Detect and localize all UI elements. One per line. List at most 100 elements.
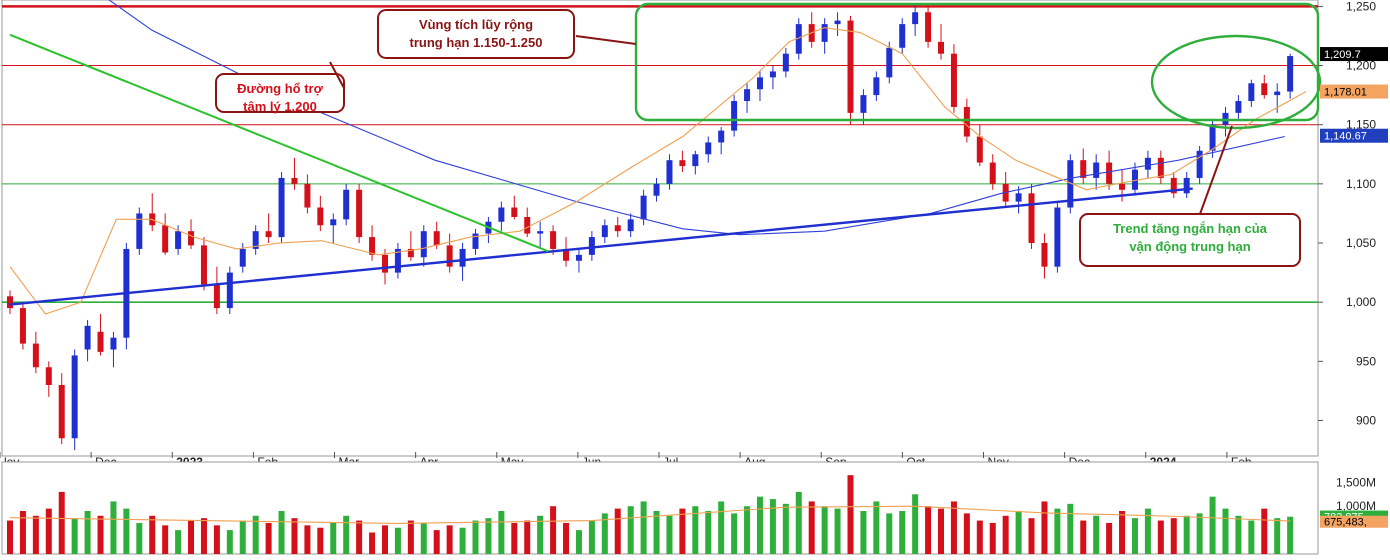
- price-tick-label: 1,250: [1346, 0, 1376, 13]
- volume-bar: [614, 508, 621, 554]
- candle-body: [588, 237, 595, 255]
- volume-bar: [200, 518, 207, 554]
- candle-body: [330, 219, 337, 226]
- annotation-box-0: [377, 9, 575, 59]
- candle-body: [873, 77, 880, 96]
- volume-tick-label: 1,000M: [1336, 499, 1376, 513]
- candle-body: [731, 101, 738, 131]
- volume-bar: [459, 527, 466, 554]
- volume-bar: [381, 525, 388, 554]
- volume-bar: [45, 508, 52, 554]
- volume-bar: [679, 508, 686, 554]
- annotation-text: tâm lý 1.200: [243, 99, 317, 114]
- annotation-pointer-1: [329, 61, 345, 89]
- volume-bar: [84, 511, 91, 554]
- volume-bar: [756, 496, 763, 554]
- candle-body: [394, 248, 401, 273]
- candle-body: [1067, 160, 1074, 208]
- volume-bar: [782, 503, 789, 554]
- volume-bar: [71, 518, 78, 554]
- value-tag-2: [1320, 128, 1388, 143]
- candle-body: [1248, 83, 1255, 102]
- candle-body: [989, 162, 996, 184]
- candle-body: [640, 195, 647, 220]
- volume-bar: [1119, 511, 1126, 554]
- volume-bar: [407, 520, 414, 554]
- volume-bar: [19, 511, 26, 554]
- candle-body: [1054, 207, 1061, 267]
- candle-body: [71, 355, 78, 439]
- annotation-pointer-2: [1199, 125, 1233, 215]
- volume-bar: [550, 506, 557, 554]
- volume-bar: [627, 506, 634, 554]
- candle-body: [769, 71, 776, 78]
- candle-body: [821, 24, 828, 42]
- volume-bar: [511, 522, 518, 554]
- value-tag-0: [1320, 47, 1388, 62]
- volume-bar: [291, 518, 298, 554]
- price-tick-label: 1,050: [1346, 236, 1376, 250]
- candle-body: [317, 207, 324, 226]
- candle-body: [1015, 193, 1022, 202]
- candle-body: [886, 47, 893, 78]
- volume-bar: [32, 515, 39, 554]
- candle-body: [575, 254, 582, 261]
- volume-bar: [821, 506, 828, 554]
- volume-bar: [446, 525, 453, 554]
- downtrend-trendline: [9, 33, 549, 253]
- volume-bar: [188, 520, 195, 554]
- ma-short-line: [9, 27, 1307, 315]
- candle-body: [744, 89, 751, 102]
- candle-body: [692, 154, 699, 167]
- annotation-text: Đường hổ trợ: [237, 81, 323, 96]
- annotation-text: trung hạn 1.150-1.250: [410, 35, 543, 50]
- candle-body: [84, 325, 91, 350]
- volume-bar: [213, 525, 220, 554]
- candle-body: [45, 367, 52, 386]
- candle-body: [1261, 83, 1268, 96]
- candle-body: [1235, 101, 1242, 113]
- candle-body: [1093, 162, 1100, 178]
- volume-bar: [537, 515, 544, 554]
- value-tag-label: 1,209.7: [1324, 49, 1361, 61]
- volume-bar: [718, 501, 725, 554]
- candle-body: [1183, 177, 1190, 194]
- volume-bar: [989, 522, 996, 554]
- volume-bar: [278, 511, 285, 554]
- candle-body: [524, 216, 531, 234]
- volume-bar: [1002, 515, 1009, 554]
- breakout-circle: [1150, 34, 1322, 130]
- candle-body: [420, 231, 427, 258]
- price-tick-label: 1,150: [1346, 118, 1376, 132]
- candle-body: [925, 12, 932, 42]
- candle-body: [976, 136, 983, 163]
- value-tag-label: 1,178.01: [1324, 87, 1367, 99]
- volume-bar: [394, 527, 401, 554]
- annotation-pointer-0: [575, 35, 637, 45]
- candle-body: [1131, 169, 1138, 190]
- candle-body: [782, 53, 789, 72]
- volume-bar: [58, 491, 65, 554]
- candle-body: [459, 248, 466, 267]
- volume-bar: [7, 520, 13, 554]
- price-tick-label: 950: [1356, 354, 1376, 368]
- candle-body: [1170, 177, 1177, 194]
- volume-bar: [588, 520, 595, 554]
- candle-body: [795, 24, 802, 54]
- candle-body: [162, 225, 169, 253]
- price-tick-label: 1,000: [1346, 295, 1376, 309]
- volume-bar: [886, 513, 893, 554]
- volume-bar: [1067, 503, 1074, 554]
- volume-bar: [136, 522, 143, 554]
- volume-bar: [1235, 515, 1242, 554]
- volume-bar: [1093, 515, 1100, 554]
- volume-bar: [705, 511, 712, 554]
- volume-bar: [1080, 520, 1087, 554]
- volume-bar: [110, 501, 117, 554]
- candle-body: [1119, 183, 1126, 190]
- long-support-trendline: [9, 187, 1193, 306]
- price-tick-label: 900: [1356, 414, 1376, 428]
- candle-body: [601, 225, 608, 238]
- candle-body: [666, 160, 673, 184]
